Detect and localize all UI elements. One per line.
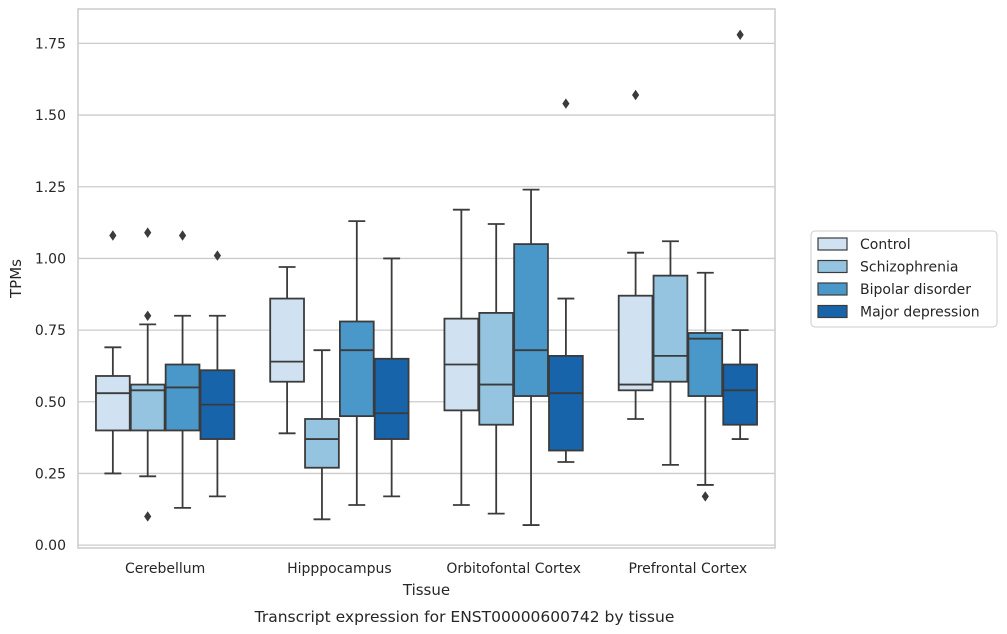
box-major-depression	[548, 98, 584, 463]
legend-label: Bipolar disorder	[860, 282, 971, 298]
box-iqr	[513, 243, 549, 397]
box-schizophrenia	[652, 240, 689, 466]
x-axis-ticks: Cerebellum Hipppocampus Orbitofontal Corte…	[125, 561, 747, 577]
outlier-point	[701, 491, 709, 502]
box-iqr	[722, 363, 758, 426]
box-schizophrenia	[129, 227, 166, 522]
x-tick-label: Prefrontal Cortex	[629, 561, 748, 577]
box-major-depression	[199, 250, 236, 498]
x-tick-label: Hipppocampus	[287, 561, 392, 577]
box-iqr	[617, 294, 654, 392]
box-plot-series	[95, 29, 758, 526]
box-control	[617, 89, 654, 420]
y-axis-label: TPMs	[7, 259, 25, 299]
y-tick-label: 1.00	[35, 251, 66, 267]
outlier-point	[109, 230, 117, 241]
box-iqr	[373, 357, 410, 440]
box-control	[443, 208, 480, 506]
x-tick-label: Cerebellum	[125, 561, 205, 577]
legend-swatch	[817, 259, 848, 274]
y-tick-label: 1.75	[35, 36, 66, 52]
y-axis-ticks: 0.00 0.25 0.50 0.75 1.00 1.25 1.50 1.75	[35, 36, 66, 554]
box-bipolar-disorder	[513, 188, 549, 526]
outlier-point	[178, 230, 187, 241]
outlier-point	[144, 310, 152, 321]
box-iqr	[164, 363, 201, 432]
box-iqr	[478, 312, 515, 426]
box-iqr	[129, 383, 166, 432]
outlier-point	[562, 98, 570, 109]
box-iqr	[652, 274, 689, 383]
outlier-point	[736, 29, 744, 41]
legend-label: Control	[860, 237, 911, 253]
legend-label: Schizophrenia	[860, 260, 958, 276]
box-bipolar-disorder	[687, 271, 724, 502]
box-bipolar-disorder	[338, 220, 375, 506]
plot-frame	[77, 8, 776, 549]
box-major-depression	[722, 29, 758, 440]
box-schizophrenia	[304, 349, 340, 521]
y-tick-label: 1.50	[35, 108, 66, 124]
y-tick-label: 0.00	[35, 538, 66, 554]
outlier-point	[144, 227, 152, 238]
box-iqr	[95, 375, 131, 432]
y-tick-label: 0.75	[35, 323, 66, 339]
outlier-point	[632, 89, 640, 101]
legend: Control Schizophrenia Bipolar disorder Majo…	[810, 230, 998, 328]
box-control	[95, 230, 131, 475]
x-axis-label: Tissue	[402, 581, 450, 599]
box-iqr	[548, 355, 584, 452]
chart-caption: Transcript expression for ENST0000060074…	[254, 608, 675, 626]
outlier-point	[144, 511, 152, 522]
legend-swatch	[817, 282, 848, 296]
y-tick-label: 0.50	[35, 395, 66, 411]
box-schizophrenia	[478, 223, 515, 515]
legend-label: Major depression	[860, 305, 980, 321]
outlier-point	[213, 250, 221, 261]
x-tick-label: Orbitofontal Cortex	[446, 561, 581, 577]
legend-swatch	[817, 237, 848, 251]
y-tick-label: 1.25	[35, 180, 66, 196]
y-tick-label: 0.25	[35, 466, 66, 482]
legend-frame	[810, 230, 998, 328]
box-iqr	[338, 320, 375, 418]
box-control	[269, 266, 305, 435]
box-iqr	[304, 418, 340, 469]
box-bipolar-disorder	[164, 230, 201, 509]
box-major-depression	[373, 257, 410, 498]
legend-swatch	[817, 304, 848, 319]
box-iqr	[269, 297, 305, 383]
box-iqr	[687, 332, 724, 397]
